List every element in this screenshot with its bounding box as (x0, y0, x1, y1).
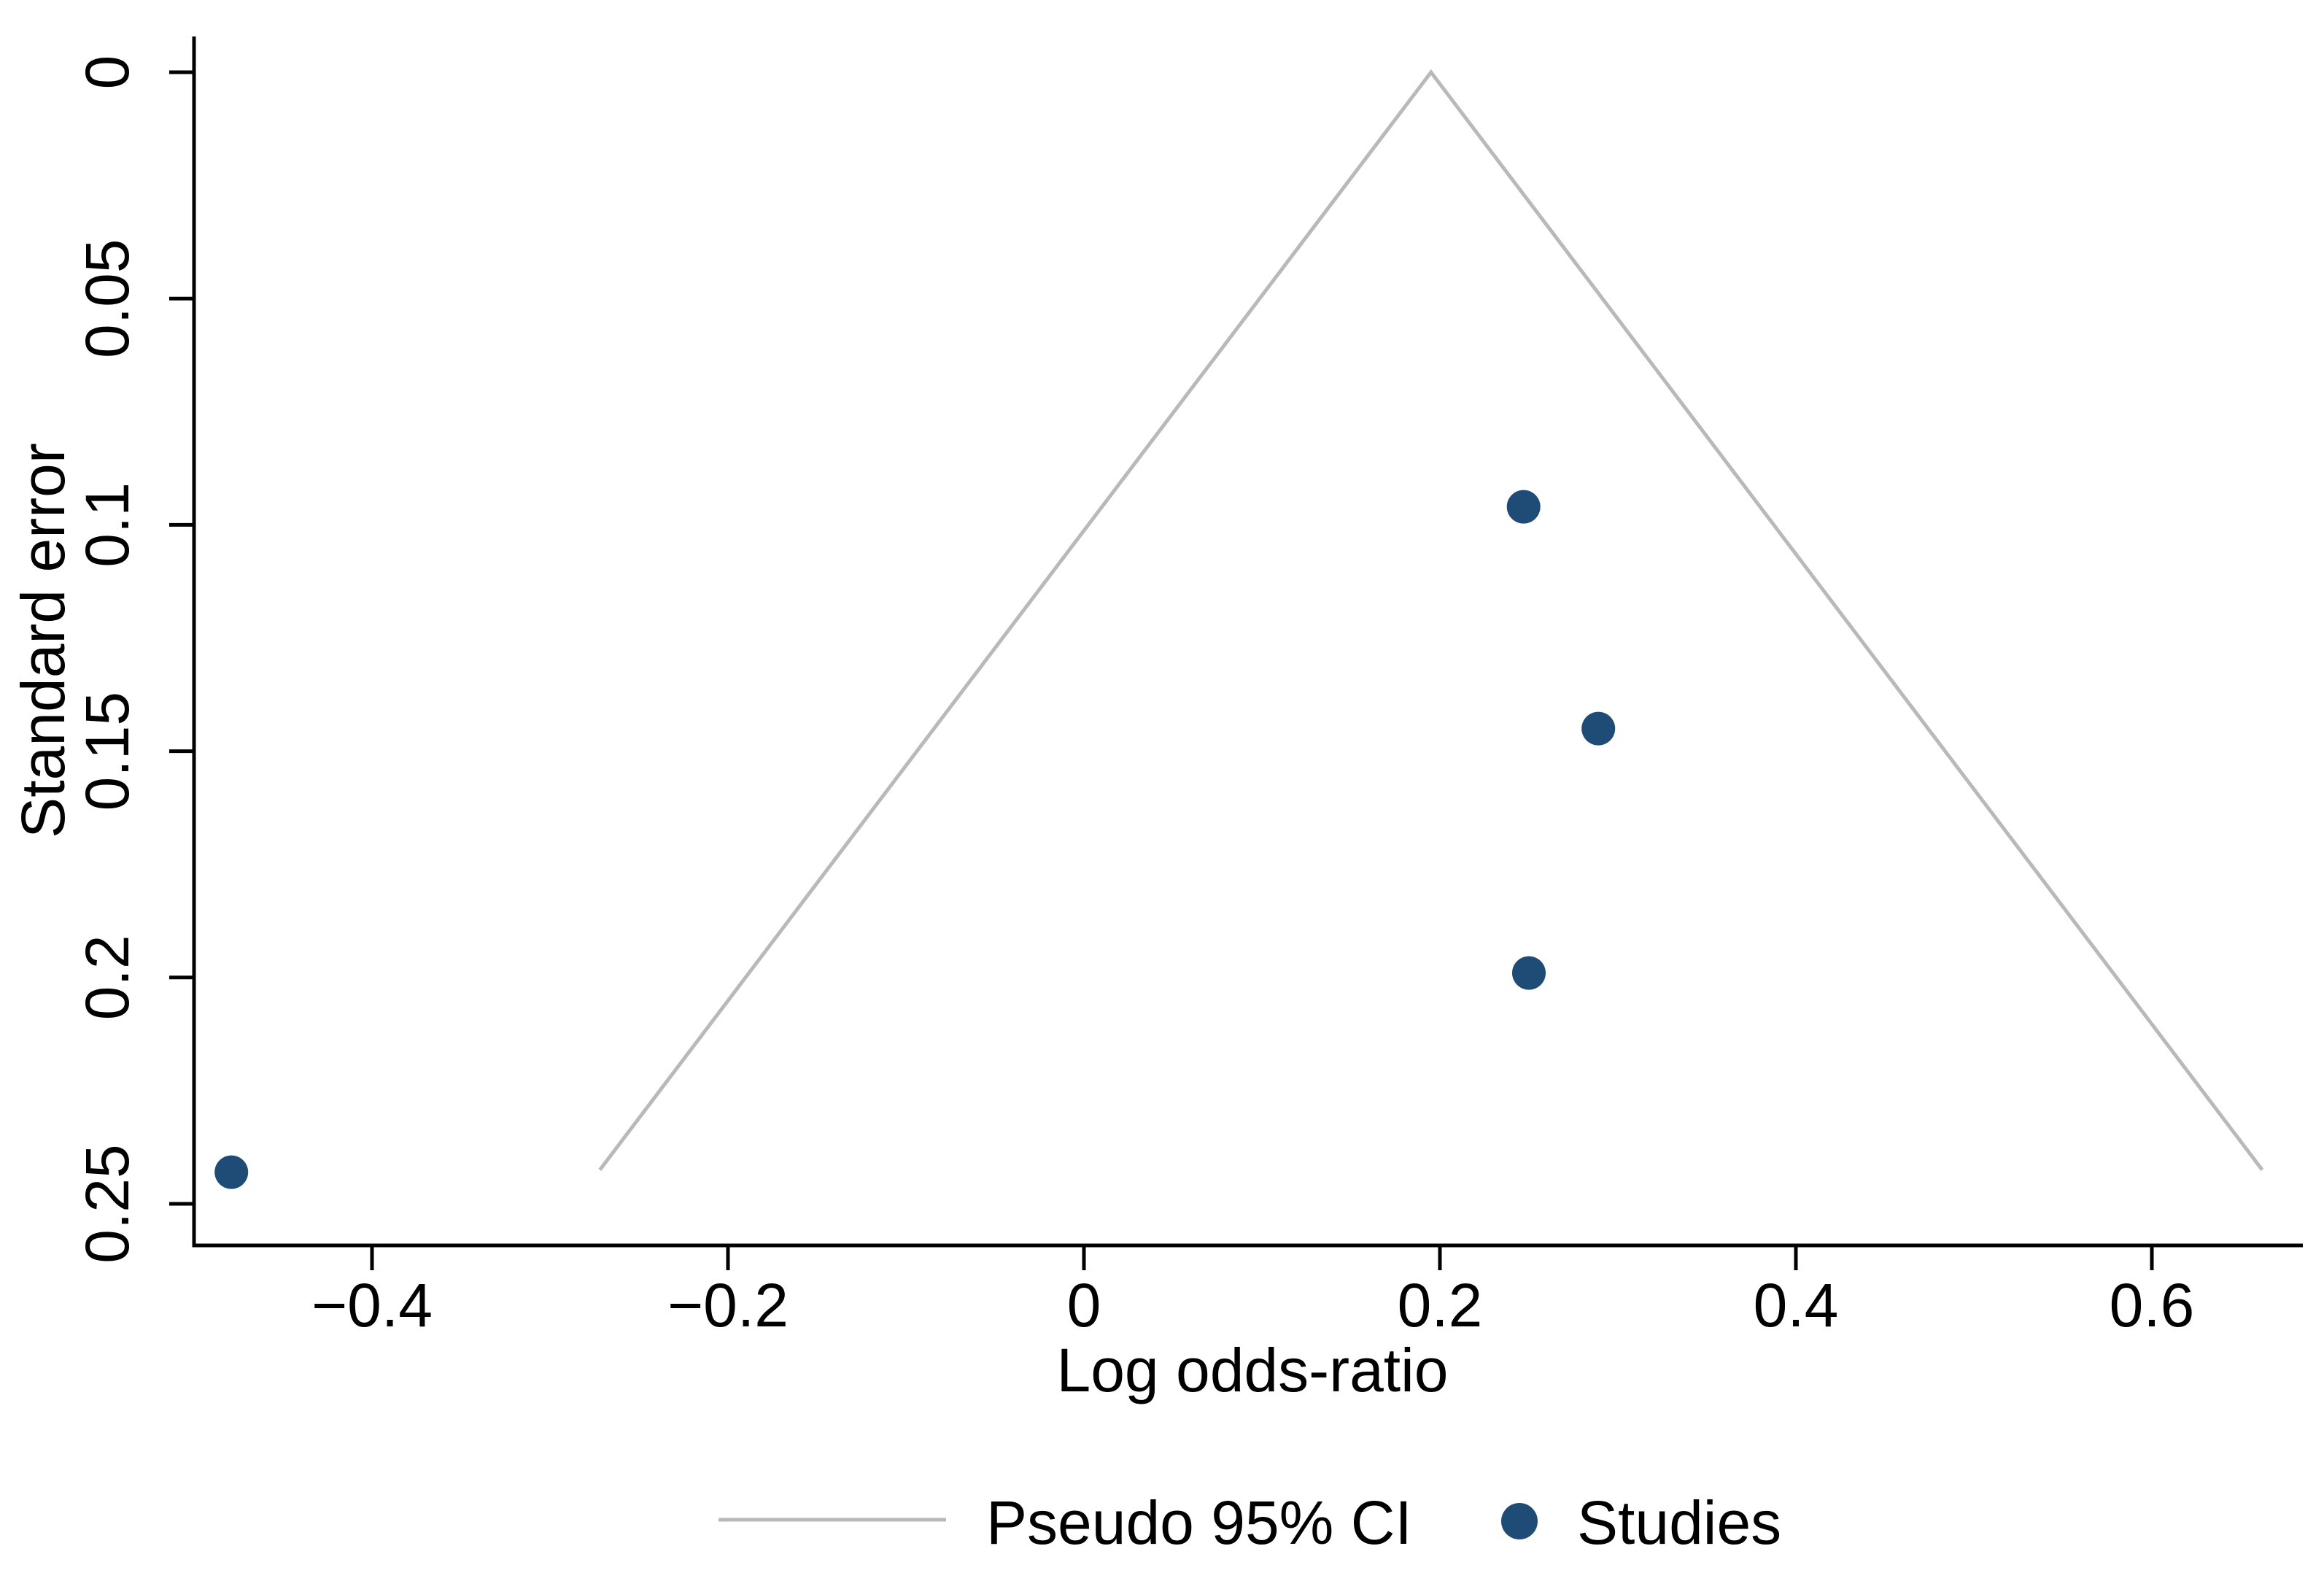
y-axis-ticks: 0 0.05 0.1 0.15 0.2 0.25 (73, 55, 194, 1264)
study-point (1512, 956, 1546, 990)
x-axis-ticks: −0.4 −0.2 0 0.2 0.4 0.6 (311, 1245, 2194, 1340)
x-tick-label: −0.2 (667, 1271, 789, 1340)
x-tick-label: −0.4 (311, 1271, 433, 1340)
pseudo-ci-funnel (598, 69, 2264, 1172)
axes (192, 36, 2303, 1248)
study-point (214, 1155, 249, 1189)
legend: Pseudo 95% CI Studies (718, 1488, 1781, 1557)
legend-studies-label: Studies (1577, 1488, 1781, 1557)
x-axis-title: Log odds-ratio (1056, 1336, 1448, 1404)
y-tick-label: 0.15 (73, 692, 142, 811)
x-tick-label: 0.4 (1754, 1271, 1839, 1340)
x-tick-label: 0 (1067, 1271, 1101, 1340)
y-tick-label: 0.2 (73, 935, 142, 1020)
y-tick-label: 0.25 (73, 1144, 142, 1264)
y-tick-label: 0.05 (73, 239, 142, 358)
axis-frame (192, 36, 2303, 1248)
legend-ci-label: Pseudo 95% CI (986, 1488, 1412, 1557)
y-tick-label: 0 (73, 55, 142, 90)
y-tick-label: 0.1 (73, 482, 142, 568)
studies-points (214, 490, 1616, 1189)
study-point (1581, 711, 1616, 746)
x-tick-label: 0.2 (1398, 1271, 1483, 1340)
y-axis-title: Standard error (9, 443, 77, 838)
legend-studies-marker (1501, 1503, 1538, 1539)
study-point (1506, 490, 1541, 524)
pseudo-ci-line (598, 69, 2264, 1172)
x-tick-label: 0.6 (2110, 1271, 2195, 1340)
